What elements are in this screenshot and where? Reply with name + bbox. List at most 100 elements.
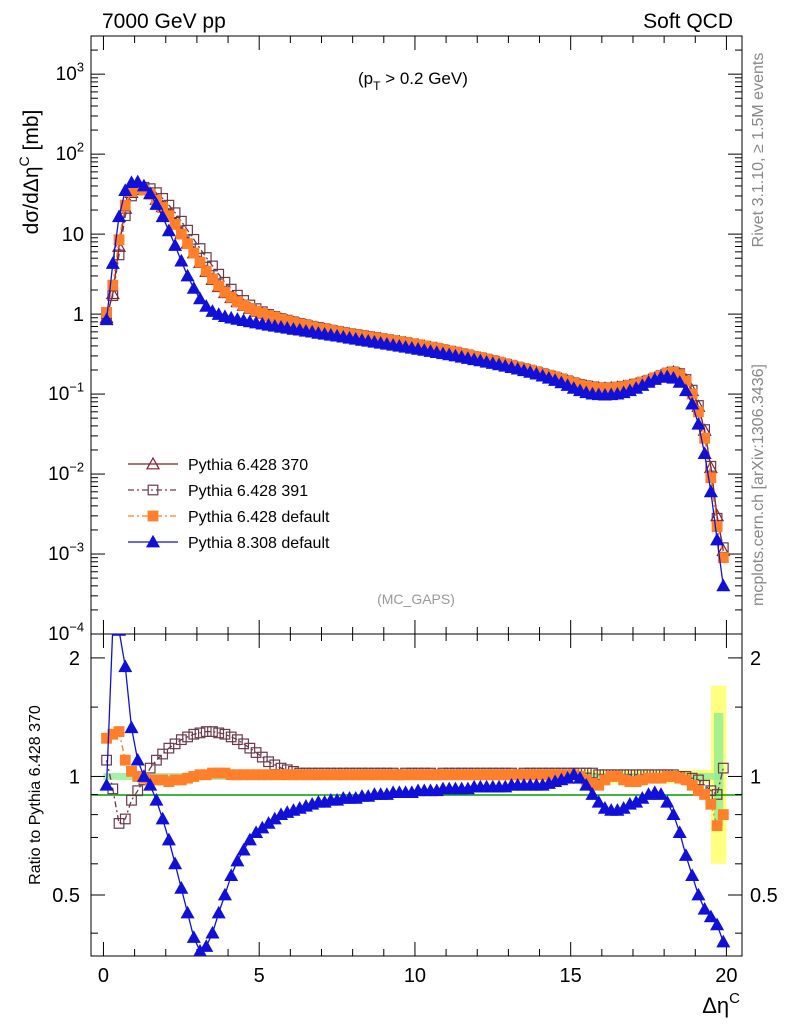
ratio-data-point	[263, 756, 274, 768]
ratio-data-point	[149, 793, 164, 806]
data-point	[207, 273, 218, 285]
data-point	[182, 238, 193, 250]
data-point	[194, 256, 206, 268]
data-point	[175, 228, 187, 240]
data-point	[672, 375, 687, 388]
data-point	[112, 209, 127, 223]
data-point	[105, 256, 120, 269]
ratio-data-point	[174, 881, 189, 894]
ratio-data-point	[585, 787, 600, 800]
ratio-data-point	[236, 842, 251, 856]
ratio-data-point	[169, 738, 181, 750]
mcplots-label: mcplots.cern.ch [arXiv:1306.3436]	[750, 364, 767, 606]
x-axis-label: ΔηC	[702, 990, 740, 1018]
ratio-data-point	[653, 787, 669, 800]
ratio-data-point	[186, 930, 201, 943]
ratio-series-1	[101, 726, 729, 832]
ratio-data-point	[699, 789, 711, 800]
ratio-data-point	[717, 762, 729, 774]
data-point	[697, 446, 712, 460]
ratio-data-point	[168, 856, 183, 870]
ratio-data-point	[219, 728, 231, 740]
ratio-data-point	[579, 777, 594, 791]
main-y-tick-label: 103	[56, 60, 84, 86]
data-point	[168, 238, 183, 251]
analysis-label: (MC_GAPS)	[377, 591, 455, 607]
ratio-data-point	[231, 734, 243, 746]
ratio-y-tick-label: 1	[69, 766, 80, 788]
x-tick-label: 0	[98, 965, 109, 987]
main-panel: 10−4 10−3 10−2 10−1 1 10 102 103 (pT > 0.2 GeV)…	[48, 35, 743, 645]
main-axis-ticks: 10−4 10−3 10−2 10−1 1 10 102 103	[48, 35, 742, 645]
data-point	[107, 290, 119, 302]
ratio-data-point	[124, 720, 139, 734]
ratio-data-point	[188, 728, 200, 740]
data-point	[118, 183, 133, 197]
data-point	[119, 199, 131, 211]
legend-label: Pythia 8.308 default	[188, 535, 330, 552]
data-point	[192, 291, 208, 305]
main-y-tick-label: 10−2	[48, 459, 84, 485]
ratio-y-tick-label: 0.5	[52, 885, 80, 907]
ratio-data-point	[705, 798, 717, 810]
ratio-data-point	[573, 770, 588, 784]
data-point	[174, 253, 189, 267]
data-point	[685, 396, 700, 410]
ratio-data-point	[155, 811, 170, 825]
legend-label: Pythia 6.428 370	[188, 457, 308, 474]
main-y-tick-label: 10−1	[48, 380, 84, 406]
data-point	[113, 234, 125, 246]
main-series-group	[99, 174, 731, 592]
ratio-data-point	[144, 762, 156, 774]
data-point	[711, 521, 723, 533]
data-point	[149, 197, 164, 210]
main-y-tick-label: 10	[62, 224, 84, 246]
data-point	[112, 239, 127, 252]
data-point	[143, 186, 158, 200]
main-plot-frame	[90, 35, 743, 635]
ratio-data-point	[175, 734, 187, 746]
ratio-data-point	[136, 769, 151, 782]
ratio-data-point	[666, 807, 681, 821]
ratio-data-point	[113, 726, 125, 737]
legend-label: Pythia 6.428 default	[188, 509, 330, 526]
ratio-data-point	[130, 752, 145, 766]
ratio-axis-ticks: 0.5 0.51 12 20 5 10 15 20	[52, 634, 778, 987]
ratio-data-point	[199, 939, 214, 952]
ratio-data-point	[660, 795, 675, 808]
data-point	[705, 472, 717, 484]
data-point	[155, 209, 170, 223]
ratio-data-point	[703, 909, 718, 923]
series-3	[99, 174, 731, 592]
ratio-data-point	[711, 820, 723, 832]
ratio-data-point	[99, 777, 114, 791]
ratio-data-point	[697, 902, 712, 915]
ratio-y-tick-label: 2	[69, 648, 80, 670]
legend-marker	[147, 484, 159, 496]
ratio-data-point	[143, 777, 158, 791]
ratio-data-point	[217, 887, 232, 901]
x-tick-label: 5	[254, 965, 265, 987]
data-point	[691, 416, 706, 430]
ratio-panel: 0.5 0.51 12 20 5 10 15 20	[52, 633, 778, 987]
ratio-data-point	[182, 731, 193, 743]
ratio-data-point	[672, 825, 687, 839]
ratio-series-group	[99, 634, 731, 956]
ratio-data-point	[205, 925, 220, 939]
ratio-data-point	[211, 905, 226, 919]
ratio-data-point	[242, 832, 257, 846]
ratio-data-point	[194, 727, 206, 739]
ratio-data-point	[151, 754, 162, 766]
data-point	[107, 279, 119, 291]
data-point	[180, 268, 195, 282]
ratio-data-point	[157, 748, 169, 760]
ratio-data-point	[161, 832, 176, 846]
ratio-y-tick-label-right: 2	[750, 648, 761, 670]
ratio-data-point	[716, 934, 731, 948]
data-point	[188, 247, 200, 259]
ratio-y-axis-label: Ratio to Pythia 6.428 370	[27, 705, 44, 885]
data-point	[710, 532, 725, 546]
main-y-tick-label: 10−3	[48, 539, 84, 565]
legend-marker	[147, 510, 159, 522]
